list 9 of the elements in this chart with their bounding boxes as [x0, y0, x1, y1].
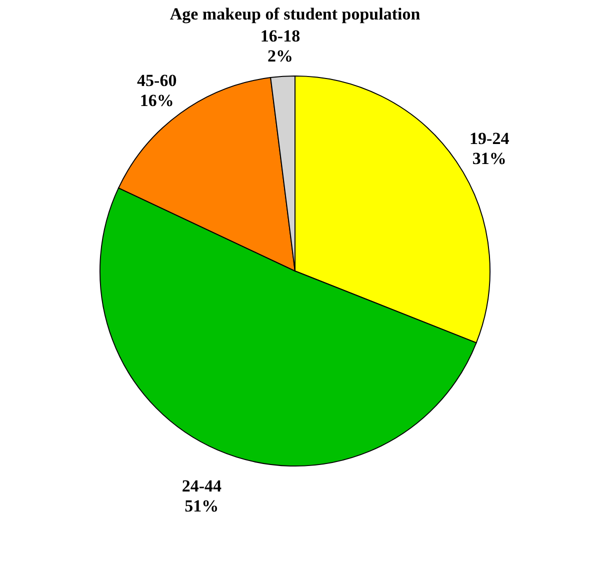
data-label: 2%: [267, 46, 293, 66]
data-label: 31%: [472, 148, 506, 168]
slice-label: 24-44: [182, 476, 222, 496]
chart-title: Age makeup of student population: [170, 4, 421, 24]
slice-label: 45-60: [137, 70, 177, 90]
slice-label: 16-18: [260, 26, 300, 46]
data-label: 16%: [140, 90, 174, 110]
slice-label: 19-24: [470, 128, 510, 148]
data-label: 51%: [184, 496, 219, 516]
